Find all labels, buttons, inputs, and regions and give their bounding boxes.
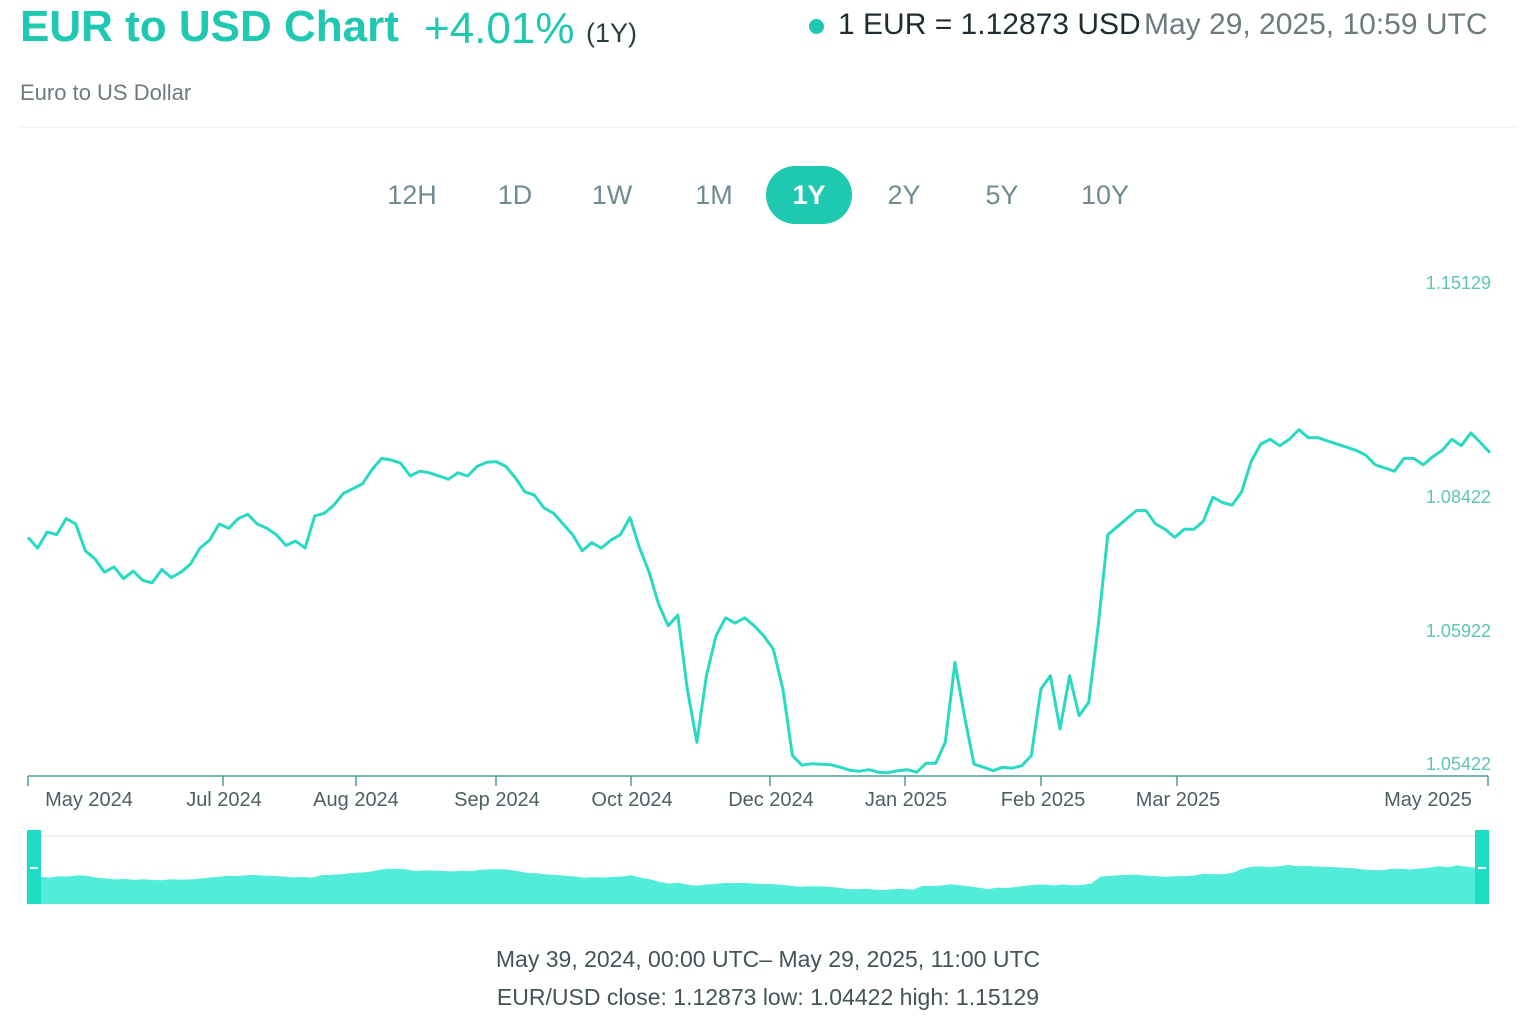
current-rate: 1 EUR = 1.12873 USD — [838, 8, 1141, 41]
x-tick-label: Oct 2024 — [591, 789, 672, 811]
period-label: (1Y) — [586, 18, 638, 48]
x-tick-label: Sep 2024 — [454, 789, 540, 811]
tab-1y[interactable]: 1Y — [766, 166, 852, 224]
range-navigator[interactable] — [0, 828, 1536, 908]
close-low-high-stats: EUR/USD close: 1.12873 low: 1.04422 high… — [496, 984, 1040, 1010]
x-tick-label: Aug 2024 — [313, 789, 399, 811]
x-tick-label: May 2024 — [45, 789, 133, 811]
header-divider — [20, 127, 1516, 128]
tab-1m[interactable]: 1M — [695, 180, 733, 210]
tab-5y[interactable]: 5Y — [985, 180, 1019, 210]
y-tick-label: 1.15129 — [1426, 273, 1491, 293]
tab-2y[interactable]: 2Y — [887, 180, 921, 210]
page-title: EUR to USD Chart — [20, 2, 399, 51]
price-line — [26, 428, 1492, 775]
tab-1d[interactable]: 1D — [497, 180, 533, 210]
date-range-label: May 39, 2024, 00:00 UTC– May 29, 2025, 1… — [495, 946, 1041, 972]
time-range-tabs: 12H 1D 1W 1M 1Y 2Y 5Y 10Y — [0, 166, 1536, 224]
rate-timestamp: May 29, 2025, 10:59 UTC — [1144, 8, 1488, 41]
tab-10y[interactable]: 10Y — [1080, 180, 1130, 210]
y-tick-label: 1.05422 — [1426, 754, 1491, 774]
x-tick-label: May 2025 — [1384, 789, 1472, 811]
navigator-area — [40, 865, 1476, 904]
x-tick-label: Jul 2024 — [186, 789, 262, 811]
tab-1w[interactable]: 1W — [591, 180, 633, 210]
x-tick-label: Mar 2025 — [1136, 789, 1221, 811]
price-chart[interactable]: 1.15129 1.08422 1.05922 1.05422 May 2024 Jul … — [0, 250, 1536, 820]
x-tick-label: Dec 2024 — [728, 789, 814, 811]
live-indicator-dot — [809, 19, 824, 34]
tab-12h[interactable]: 12H — [387, 180, 437, 210]
page-subtitle: Euro to US Dollar — [20, 80, 192, 105]
x-tick-label: Feb 2025 — [1001, 789, 1086, 811]
percent-change: +4.01% — [424, 4, 575, 53]
y-tick-label: 1.08422 — [1426, 487, 1491, 507]
y-tick-label: 1.05922 — [1426, 621, 1491, 641]
x-tick-label: Jan 2025 — [865, 789, 947, 811]
